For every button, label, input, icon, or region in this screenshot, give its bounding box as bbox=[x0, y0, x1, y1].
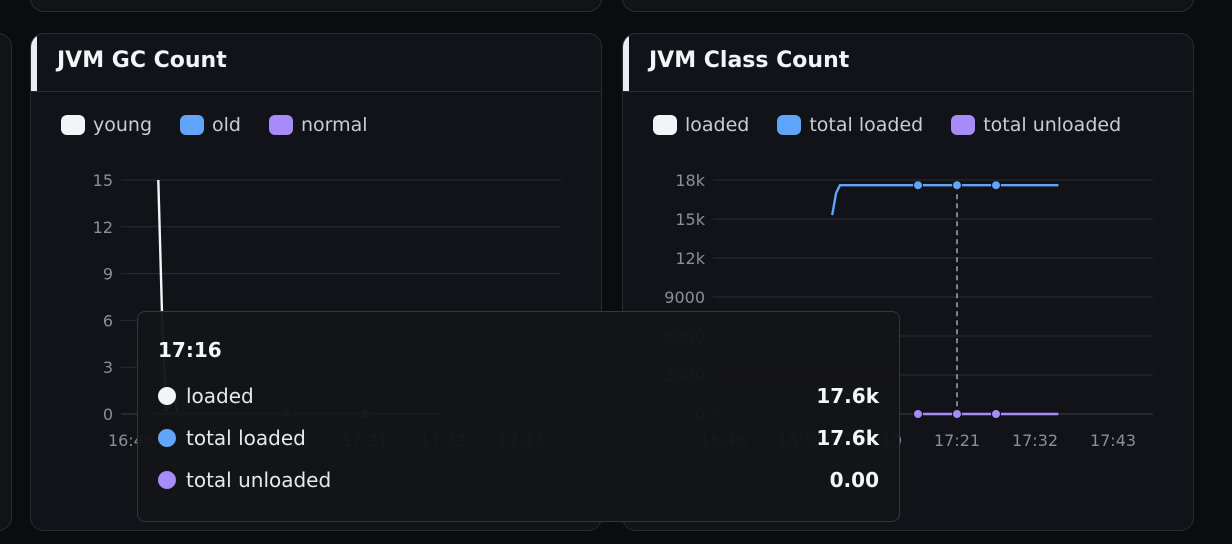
y-tick-label: 6 bbox=[103, 311, 113, 330]
gc-count-header: JVM GC Count bbox=[31, 34, 601, 92]
class-legend: loaded total loaded total unloaded bbox=[653, 114, 1149, 136]
tooltip-time: 17:16 bbox=[158, 338, 222, 362]
top-panel-right bbox=[622, 0, 1194, 12]
tooltip-value-total-unloaded: 0.00 bbox=[829, 468, 879, 492]
y-tick-label: 12 bbox=[93, 218, 113, 237]
legend-label-loaded: loaded bbox=[685, 114, 750, 136]
class-count-title: JVM Class Count bbox=[649, 48, 850, 73]
header-accent bbox=[31, 34, 37, 91]
legend-swatch-old bbox=[180, 115, 205, 135]
legend-label-old: old bbox=[212, 114, 241, 136]
data-point bbox=[952, 180, 962, 191]
legend-swatch-total-loaded bbox=[777, 115, 802, 135]
class-count-header: JVM Class Count bbox=[623, 34, 1193, 92]
tooltip-label-loaded: loaded bbox=[186, 384, 254, 408]
data-point bbox=[913, 180, 923, 191]
legend-total-unloaded[interactable]: total unloaded bbox=[951, 114, 1121, 136]
tooltip-label-total-loaded: total loaded bbox=[186, 426, 306, 450]
legend-label-young: young bbox=[93, 114, 153, 136]
x-tick-label: 17:43 bbox=[1090, 431, 1136, 450]
gc-legend: young old normal bbox=[61, 114, 396, 136]
top-panel-left bbox=[30, 0, 602, 12]
legend-total-loaded[interactable]: total loaded bbox=[777, 114, 923, 136]
y-tick-label: 3 bbox=[103, 358, 113, 377]
tooltip-label-total-unloaded: total unloaded bbox=[186, 468, 332, 492]
y-tick-label: 15k bbox=[675, 210, 705, 229]
tooltip-dot-total-unloaded bbox=[158, 471, 176, 489]
x-tick-label: 17:21 bbox=[934, 431, 980, 450]
legend-loaded[interactable]: loaded bbox=[653, 114, 749, 136]
legend-old[interactable]: old bbox=[180, 114, 241, 136]
data-point bbox=[952, 409, 962, 419]
y-tick-label: 12k bbox=[675, 249, 705, 268]
tooltip-row-total-unloaded: total unloaded 0.00 bbox=[158, 467, 879, 493]
data-point bbox=[913, 409, 923, 419]
legend-label-normal: normal bbox=[300, 114, 368, 136]
data-point bbox=[991, 180, 1001, 191]
tooltip-dot-loaded bbox=[158, 387, 176, 405]
data-point bbox=[991, 409, 1001, 419]
gc-count-title: JVM GC Count bbox=[57, 48, 227, 73]
legend-swatch-total-unloaded bbox=[951, 115, 976, 135]
legend-normal[interactable]: normal bbox=[268, 114, 368, 136]
legend-swatch-normal bbox=[268, 115, 293, 135]
tooltip-value-loaded: 17.6k bbox=[816, 384, 879, 408]
side-panel-left bbox=[0, 33, 12, 531]
legend-label-total-unloaded: total unloaded bbox=[983, 114, 1122, 136]
tooltip-row-loaded: loaded 17.6k bbox=[158, 383, 879, 409]
header-accent bbox=[623, 34, 629, 91]
legend-label-total-loaded: total loaded bbox=[809, 114, 924, 136]
legend-young[interactable]: young bbox=[61, 114, 152, 136]
tooltip-row-total-loaded: total loaded 17.6k bbox=[158, 425, 879, 451]
chart-tooltip: 17:16 loaded 17.6k total loaded 17.6k to… bbox=[137, 311, 900, 522]
y-tick-label: 9000 bbox=[664, 288, 705, 307]
tooltip-dot-total-loaded bbox=[158, 429, 176, 447]
y-tick-label: 15 bbox=[93, 171, 113, 190]
x-tick-label: 17:32 bbox=[1012, 431, 1058, 450]
y-tick-label: 0 bbox=[103, 405, 113, 424]
legend-swatch-loaded bbox=[653, 115, 677, 135]
tooltip-value-total-loaded: 17.6k bbox=[816, 426, 879, 450]
legend-swatch-young bbox=[61, 115, 85, 135]
y-tick-label: 18k bbox=[675, 171, 705, 190]
y-tick-label: 9 bbox=[103, 265, 113, 284]
series-line-total-loaded bbox=[831, 184, 1059, 216]
